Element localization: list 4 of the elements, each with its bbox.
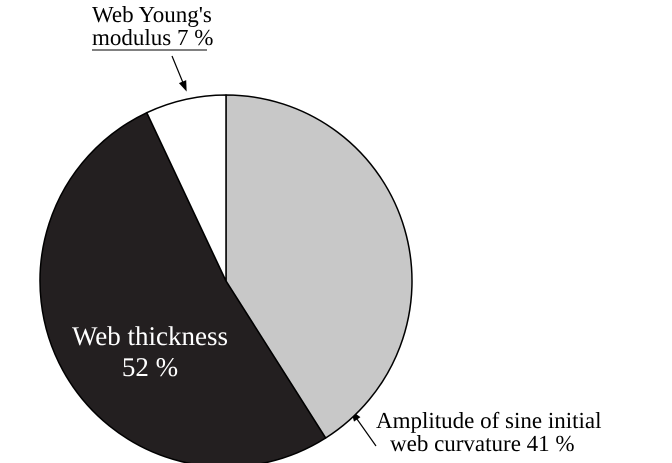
slice-label: Web thickness bbox=[72, 321, 228, 351]
data-label: 52 % bbox=[122, 352, 178, 382]
slice-label: Web Young's modulus 7 % bbox=[92, 2, 214, 50]
slice-label: Amplitude of sine initial web curvature 41 % bbox=[376, 408, 602, 456]
